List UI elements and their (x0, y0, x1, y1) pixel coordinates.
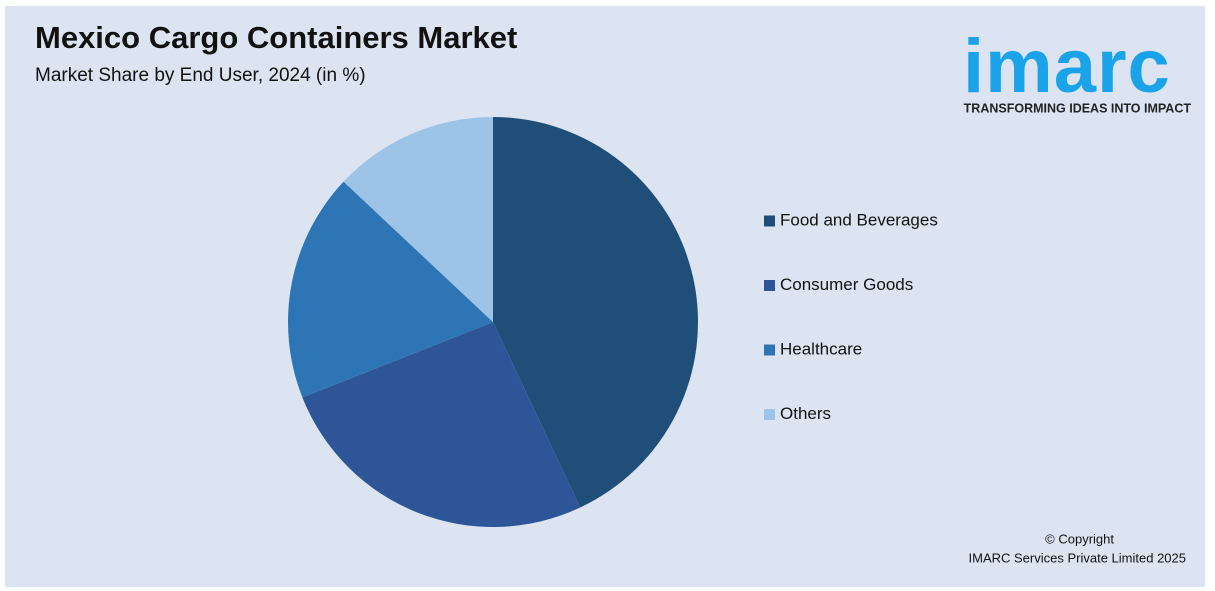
pie (288, 117, 699, 527)
pie-slice (288, 181, 493, 398)
legend-swatch (764, 280, 775, 291)
company: IMARC Services Private Limited 2025 (969, 550, 1186, 565)
chart-subtitle: Market Share by End User, 2024 (in %) (35, 65, 366, 86)
legend: Food and Beverages Consumer Goods Healthca… (764, 210, 938, 423)
pie-slice (302, 322, 581, 527)
legend-label: Food and Beverages (780, 210, 938, 229)
pie-slice (343, 117, 493, 322)
logo: imarc (963, 24, 1171, 109)
copyright: © Copyright (1045, 531, 1114, 546)
chart-title: Mexico Cargo Containers Market (35, 20, 517, 55)
legend-label: Others (780, 404, 831, 423)
legend-label: Consumer Goods (780, 275, 913, 294)
legend-swatch (764, 409, 775, 420)
legend-swatch (764, 344, 775, 356)
tagline: TRANSFORMING IDEAS INTO IMPACT (964, 101, 1192, 115)
pie-slice (493, 117, 699, 508)
legend-label: Healthcare (780, 339, 862, 358)
legend-swatch (764, 215, 775, 227)
